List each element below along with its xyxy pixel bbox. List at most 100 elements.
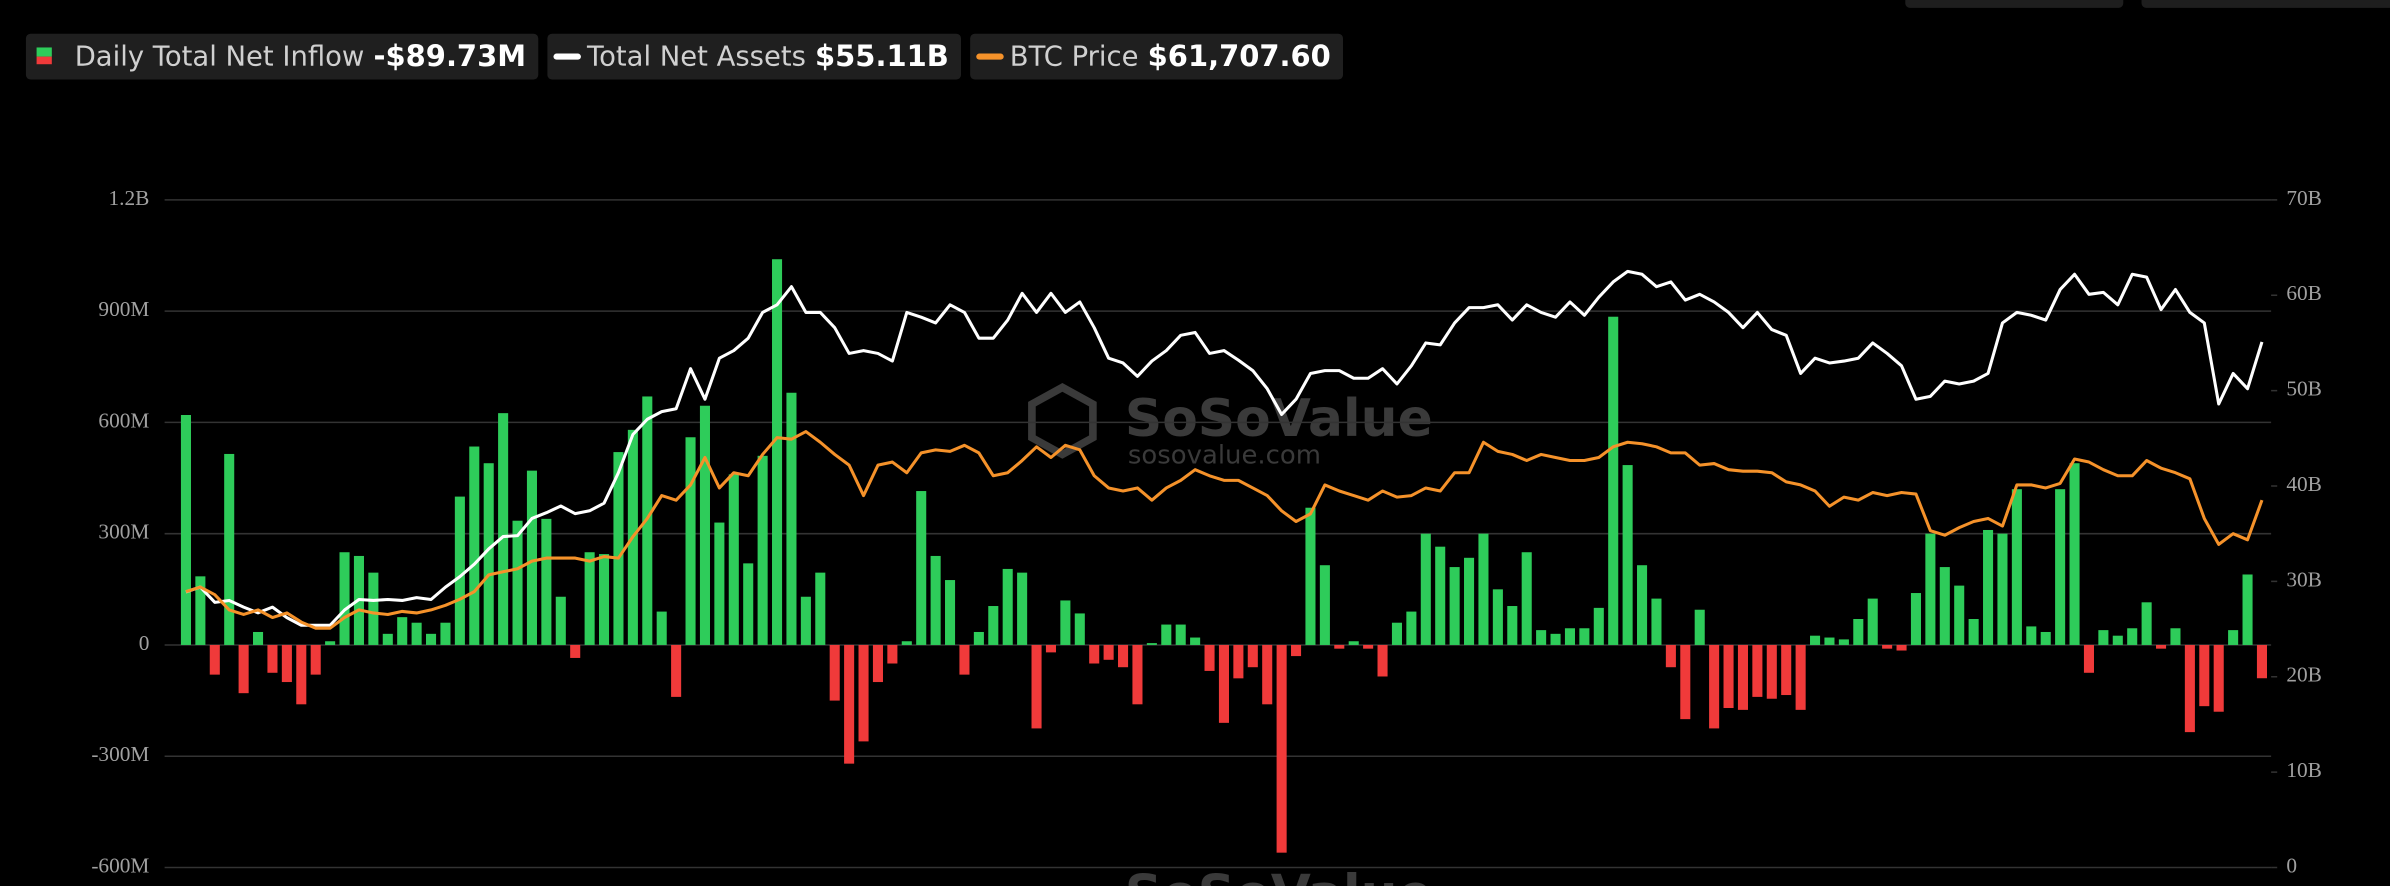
bar (1305, 507, 1316, 645)
bar (1997, 533, 2008, 645)
bar (916, 491, 927, 645)
bar (945, 580, 956, 645)
toolbar-button[interactable] (1905, 0, 2124, 8)
bar (397, 617, 408, 645)
bar (426, 633, 437, 645)
bar (1276, 644, 1287, 853)
toolbar-button[interactable] (2141, 0, 2390, 8)
bar (2256, 644, 2267, 679)
legend-label: Total Net Assets (586, 42, 806, 73)
bar (1694, 609, 1705, 645)
bar (728, 474, 739, 645)
bar (1882, 644, 1893, 649)
bar (541, 518, 552, 645)
bar (2026, 626, 2037, 645)
bar (1348, 641, 1359, 645)
bar (1968, 618, 1979, 645)
bar (325, 641, 336, 645)
axes: -600M -300M 0 300M 600M 900M 1.2B 0 10B 20B 30B 40B… (91, 186, 2322, 878)
bar (440, 622, 451, 645)
bar (1363, 644, 1374, 649)
y2-tick-label: 50B (2286, 377, 2322, 401)
bar (570, 644, 581, 658)
bar (613, 452, 624, 645)
bar (872, 644, 883, 683)
bar (1074, 613, 1085, 645)
bar (555, 596, 566, 645)
bar (1838, 639, 1849, 645)
y-tick-label: 300M (98, 520, 149, 544)
bar (2213, 644, 2224, 712)
bar (1550, 633, 1561, 645)
legend-item (25, 33, 539, 80)
legend-item (547, 33, 962, 80)
bar (1017, 572, 1028, 645)
bar (224, 453, 235, 645)
bar (2127, 628, 2138, 645)
bar (1218, 644, 1229, 723)
bar (757, 455, 768, 645)
bar (699, 405, 710, 645)
bar (209, 644, 220, 675)
bar (1247, 644, 1258, 668)
bar (1593, 607, 1604, 645)
bar (1680, 644, 1691, 720)
watermark-brand: SoSoValue (1125, 865, 1433, 886)
bar (483, 463, 494, 645)
bar (1507, 606, 1518, 645)
bar (1651, 598, 1662, 645)
bar (1161, 624, 1172, 645)
legend-value: $55.11B (815, 39, 949, 73)
bar (469, 446, 480, 645)
bar (772, 259, 783, 645)
bar (1146, 643, 1157, 645)
bar (1536, 630, 1547, 645)
bar (1766, 644, 1777, 699)
y2-tick-label: 70B (2286, 186, 2322, 210)
bar (2228, 630, 2239, 645)
bar (1853, 618, 1864, 645)
bar (2098, 630, 2109, 645)
bar (1867, 598, 1878, 645)
y2-tick-label: 0 (2286, 853, 2297, 877)
bar (1665, 644, 1676, 668)
legend-item (970, 33, 1344, 80)
watermark-brand: SoSoValue (1125, 389, 1433, 449)
bar (714, 522, 725, 645)
legend-swatch (36, 47, 52, 57)
bar (1291, 644, 1302, 657)
y-tick-label: -300M (91, 742, 149, 766)
bar (2011, 489, 2022, 645)
bar (2170, 628, 2181, 645)
bar (512, 520, 523, 645)
bar (1204, 644, 1215, 671)
bar (1118, 644, 1129, 668)
bar (1737, 644, 1748, 710)
bar (1002, 568, 1013, 645)
bar (281, 644, 292, 683)
lines (185, 269, 2264, 630)
bar (671, 644, 682, 697)
y2-tick-label: 10B (2286, 758, 2322, 782)
bar (1824, 637, 1835, 645)
bar (1132, 644, 1143, 705)
bar (2083, 644, 2094, 673)
line (185, 269, 2264, 627)
bar (1464, 557, 1475, 645)
bar (901, 641, 912, 645)
bar (973, 631, 984, 645)
bar (1637, 565, 1648, 645)
bar (1910, 593, 1921, 645)
bar (1752, 644, 1763, 697)
bar (887, 644, 898, 664)
bar (1709, 644, 1720, 729)
bar (253, 631, 264, 645)
bar (2199, 644, 2210, 707)
y-tick-label: -600M (91, 853, 149, 877)
bar (238, 644, 249, 694)
bar (1334, 644, 1345, 649)
legend: Daily Total Net Inflow -$89.73M Total Net … (25, 33, 1344, 80)
bar (296, 644, 307, 705)
